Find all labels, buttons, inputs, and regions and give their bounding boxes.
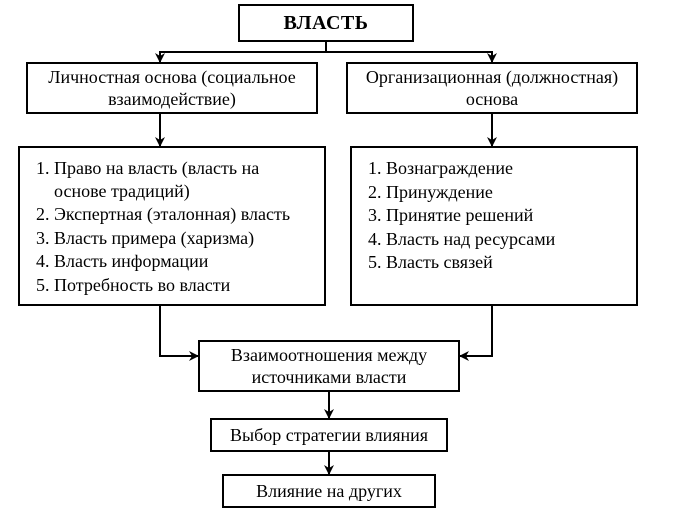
edge — [160, 42, 326, 62]
list-item: Потребность во власти — [54, 274, 314, 297]
list-item: Власть информации — [54, 250, 314, 273]
node-right-basis-label: Организационная (должностная) основа — [356, 66, 628, 111]
node-strategy: Выбор стратегии влияния — [210, 418, 448, 452]
node-root-label: ВЛАСТЬ — [284, 11, 369, 36]
node-influence-label: Влияние на других — [256, 480, 402, 503]
list-item: Принуждение — [386, 181, 555, 204]
node-relations-label: Взаимоотношения между источниками власти — [208, 344, 450, 389]
list-item: Власть примера (харизма) — [54, 227, 314, 250]
node-left-basis-label: Личностная основа (социальное взаимодейс… — [36, 66, 308, 111]
node-right-basis: Организационная (должностная) основа — [346, 62, 638, 114]
list-item: Принятие решений — [386, 204, 555, 227]
node-relations: Взаимоотношения между источниками власти — [198, 340, 460, 392]
node-right-list: Вознаграждение Принуждение Принятие реше… — [350, 146, 638, 306]
list-item: Власть над ресурсами — [386, 228, 555, 251]
node-root: ВЛАСТЬ — [238, 4, 414, 42]
edge — [160, 306, 198, 356]
node-left-basis: Личностная основа (социальное взаимодейс… — [26, 62, 318, 114]
list-item: Власть связей — [386, 251, 555, 274]
right-list-ol: Вознаграждение Принуждение Принятие реше… — [366, 156, 555, 275]
edge — [460, 306, 492, 356]
node-strategy-label: Выбор стратегии влияния — [230, 424, 428, 447]
left-list-ol: Право на власть (власть на основе традиц… — [34, 156, 314, 297]
list-item: Экспертная (эталонная) власть — [54, 203, 314, 226]
edge — [326, 42, 492, 62]
node-left-list: Право на власть (власть на основе традиц… — [18, 146, 326, 306]
node-influence: Влияние на других — [222, 474, 436, 508]
list-item: Право на власть (власть на основе традиц… — [54, 157, 314, 202]
list-item: Вознаграждение — [386, 157, 555, 180]
